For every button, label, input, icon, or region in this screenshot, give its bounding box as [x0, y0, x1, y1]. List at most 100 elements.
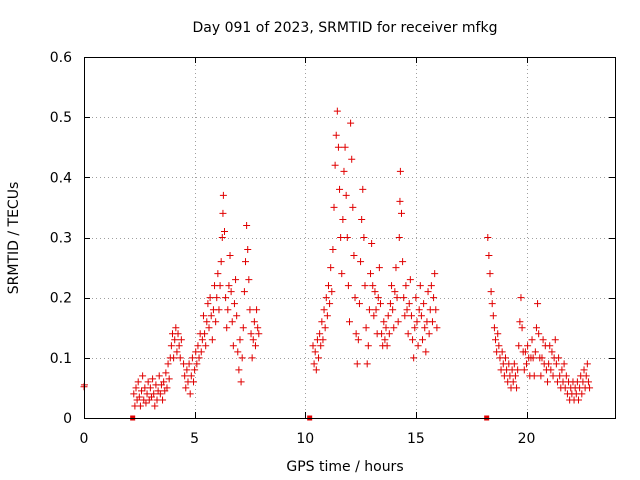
data-point: [165, 375, 173, 383]
data-point: [388, 282, 396, 290]
data-point: [531, 348, 539, 356]
data-point: [156, 390, 164, 398]
data-point: [239, 324, 247, 332]
data-point: [155, 372, 163, 380]
data-point: [136, 402, 144, 410]
data-point: [326, 300, 334, 308]
data-point: [396, 167, 404, 175]
data-point: [427, 282, 435, 290]
data-point: [355, 300, 363, 308]
data-point: [199, 312, 207, 320]
data-point: [510, 360, 518, 368]
data-point: [520, 366, 528, 374]
data-point: [368, 240, 376, 248]
data-point: [341, 143, 349, 151]
data-point: [219, 191, 227, 199]
data-point: [410, 354, 418, 362]
data-point: [146, 384, 154, 392]
data-point: [372, 306, 380, 314]
data-point: [160, 378, 168, 386]
data-point: [501, 354, 509, 362]
data-point: [415, 306, 423, 314]
data-point: [396, 197, 404, 205]
data-point: [380, 318, 388, 326]
data-point: [225, 282, 233, 290]
data-point: [177, 336, 185, 344]
data-point: [562, 372, 570, 380]
data-point: [560, 360, 568, 368]
data-point: [419, 336, 427, 344]
data-point: [582, 372, 590, 380]
data-point: [310, 360, 318, 368]
data-point: [348, 155, 356, 163]
data-point: [357, 258, 365, 266]
data-point: [424, 288, 432, 296]
data-point: [490, 324, 498, 332]
data-point: [384, 312, 392, 320]
data-point: [317, 342, 325, 350]
data-point: [143, 390, 151, 398]
data-point: [353, 360, 361, 368]
data-point: [421, 324, 429, 332]
data-point: [495, 342, 503, 350]
x-axis: 0 5 10 15 20: [80, 57, 536, 447]
data-point: [430, 294, 438, 302]
data-point: [230, 300, 238, 308]
data-point: [187, 372, 195, 380]
data-point: [204, 300, 212, 308]
data-point: [393, 294, 401, 302]
data-point: [343, 234, 351, 241]
data-point: [537, 372, 545, 380]
data-point: [186, 390, 194, 398]
data-point: [175, 342, 183, 350]
data-point: [191, 366, 199, 374]
data-point: [529, 354, 537, 362]
data-point: [174, 330, 182, 338]
data-point: [420, 300, 428, 308]
data-point: [547, 366, 555, 374]
data-point: [216, 282, 224, 290]
data-point: [351, 294, 359, 302]
data-point: [205, 324, 213, 332]
data-point: [201, 330, 209, 338]
data-point: [523, 360, 530, 368]
data-point: [134, 378, 142, 386]
data-point: [402, 282, 410, 290]
data-point: [425, 330, 433, 338]
data-point: [246, 306, 254, 314]
x-tick-label: 5: [190, 431, 199, 447]
data-point: [202, 342, 210, 350]
data-point: [324, 282, 332, 290]
data-point: [213, 294, 221, 302]
data-point: [532, 324, 540, 332]
data-point: [207, 312, 215, 320]
y-tick-label: 0.1: [50, 351, 72, 367]
data-point: [208, 336, 216, 344]
data-point: [171, 336, 179, 344]
data-point: [535, 330, 543, 338]
data-point: [327, 264, 335, 272]
data-point: [149, 375, 157, 383]
data-point: [159, 396, 167, 404]
data-point: [416, 282, 424, 290]
data-point: [332, 131, 340, 139]
data-point: [329, 246, 337, 254]
data-point: [487, 288, 495, 296]
data-point: [365, 306, 373, 314]
data-point: [224, 306, 232, 314]
data-point: [237, 378, 245, 386]
data-point: [182, 384, 190, 392]
data-point: [206, 294, 214, 302]
data-point: [311, 348, 319, 356]
data-point: [383, 342, 391, 350]
data-point: [401, 312, 409, 320]
chart-title: Day 091 of 2023, SRMTID for receiver mfk…: [193, 20, 498, 36]
data-point: [142, 399, 150, 407]
data-point: [552, 360, 560, 368]
data-point: [538, 354, 546, 362]
data-point: [360, 234, 368, 241]
data-point: [229, 342, 237, 350]
data-point: [339, 215, 347, 223]
data-point: [185, 360, 193, 368]
x-tick-label: 20: [518, 431, 536, 447]
